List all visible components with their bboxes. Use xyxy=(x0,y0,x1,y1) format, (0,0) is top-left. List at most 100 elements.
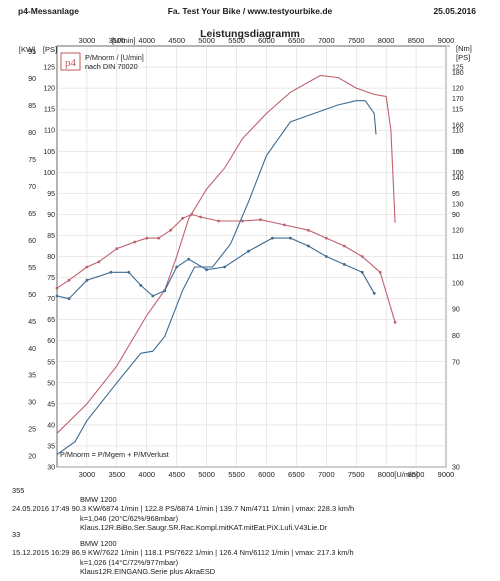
ps-tick-label-right: 125 xyxy=(452,65,464,72)
torque-point-355 xyxy=(307,228,310,232)
x-tick-label-bottom: 7500 xyxy=(348,470,365,479)
torque-point-355 xyxy=(393,320,397,324)
nm-tick-label: 110 xyxy=(452,254,463,261)
kw-tick-label: 45 xyxy=(28,319,36,326)
power-curve-33 xyxy=(56,100,377,455)
ps-tick-label-left: 60 xyxy=(47,338,55,345)
kw-tick-label: 25 xyxy=(28,427,36,434)
torque-curve-355 xyxy=(56,213,396,323)
x-tick-label-top: 3500 xyxy=(109,36,126,45)
run-config: Klaus12R.EINGANG.Serie plus AkraESD xyxy=(80,566,216,576)
torque-point-33 xyxy=(127,270,131,274)
ps-tick-label-left: 85 xyxy=(47,233,55,240)
chart-title: Leistungsdiagramm xyxy=(200,28,300,40)
ps-tick-label-right: 110 xyxy=(452,128,463,135)
torque-point-355 xyxy=(241,219,244,223)
ps-tick-label-left: 95 xyxy=(47,191,55,198)
torque-point-355 xyxy=(324,236,328,240)
run-model-line: 15.12.2015 16:29 86.9 KW/7622 1/min | 11… xyxy=(12,548,354,557)
nm-tick-label: 130 xyxy=(452,201,464,208)
ps-tick-label-left: 105 xyxy=(43,149,55,156)
nm-tick-label: 80 xyxy=(452,333,460,340)
ps-tick-label-left: 50 xyxy=(47,380,55,387)
kw-unit-label: [KW] xyxy=(19,45,35,54)
nm-tick-label: 140 xyxy=(452,175,464,182)
nm-tick-label: 180 xyxy=(452,70,464,77)
kw-tick-label: 95 xyxy=(28,49,36,56)
legend-line: nach DIN 70020 xyxy=(85,62,138,71)
x-tick-label-bottom: 4000 xyxy=(138,470,155,479)
torque-point-355 xyxy=(85,265,89,269)
torque-point-33 xyxy=(163,289,167,293)
torque-point-33 xyxy=(360,270,364,274)
kw-tick-label: 30 xyxy=(28,400,36,407)
run-datetime: 15.12.2015 16:29 xyxy=(12,548,70,558)
header-date: 25.05.2016 xyxy=(433,6,476,16)
ps-tick-label-left: 45 xyxy=(47,401,55,408)
torque-point-355 xyxy=(199,215,203,219)
torque-point-355 xyxy=(217,219,221,223)
nm-tick-label: 100 xyxy=(452,280,464,287)
torque-point-33 xyxy=(223,265,227,269)
x-tick-label-top: 4500 xyxy=(168,36,185,45)
x-tick-label-top: 8500 xyxy=(408,36,425,45)
torque-point-355 xyxy=(378,270,382,274)
torque-point-33 xyxy=(67,297,71,300)
power-torque-chart: 3000 3000 3500 3500 4000 4000 4500 4500 5000 5000… xyxy=(19,28,472,479)
torque-point-355 xyxy=(169,228,173,232)
run-info-33: 33 BMW 1200 15.12.2015 16:29 86.9 KW/762… xyxy=(12,530,354,576)
x-tick-label-top: 4000 xyxy=(138,36,155,45)
kw-tick-label: 85 xyxy=(28,103,36,110)
torque-point-355 xyxy=(67,278,71,282)
nm-tick-label: 70 xyxy=(452,359,460,366)
torque-point-33 xyxy=(109,270,113,274)
ps-tick-label-left: 70 xyxy=(47,296,55,303)
torque-point-33 xyxy=(289,236,292,240)
x-tick-label-top: 5000 xyxy=(198,36,215,45)
kw-tick-label: 60 xyxy=(28,238,36,245)
ps-unit-label: [PS] xyxy=(43,45,57,54)
torque-point-33 xyxy=(307,244,310,248)
x-tick-label-top: 6000 xyxy=(258,36,275,45)
x-unit-label-top: [U/min] xyxy=(112,36,136,45)
x-tick-label-bottom: 8000 xyxy=(378,470,395,479)
torque-point-355 xyxy=(55,286,59,290)
ps-tick-label-left: 40 xyxy=(47,422,55,429)
torque-point-355 xyxy=(97,260,101,264)
nm-tick-label: 150 xyxy=(452,149,464,156)
kw-tick-label: 80 xyxy=(28,130,36,137)
run-model: BMW 1200 xyxy=(80,539,117,549)
torque-point-33 xyxy=(205,268,209,272)
kw-tick-label: 90 xyxy=(28,76,36,83)
x-tick-label-top: 7500 xyxy=(348,36,365,45)
kw-tick-label: 75 xyxy=(28,157,36,164)
torque-point-33 xyxy=(139,284,143,287)
x-tick-label-bottom: 6500 xyxy=(288,470,305,479)
run-stats: 86.9 KW/7622 1/min | 118.1 PS/7622 1/min… xyxy=(71,548,354,558)
torque-point-33 xyxy=(372,291,376,295)
x-tick-label-bottom: 3000 xyxy=(79,470,96,479)
torque-point-355 xyxy=(115,247,119,251)
kw-tick-label: 35 xyxy=(28,373,36,380)
torque-point-355 xyxy=(181,216,185,220)
chart-footnote: P/Mnorm = P/Mgem + P/MVerlust xyxy=(60,450,169,459)
torque-point-33 xyxy=(342,263,346,266)
kw-tick-label: 40 xyxy=(28,346,36,353)
run-stats: 90.3 KW/6874 1/min | 122.8 PS/6874 1/min… xyxy=(71,504,355,514)
x-tick-label-top: 9000 xyxy=(438,36,455,45)
ps-tick-label-right: 90 xyxy=(452,212,460,219)
ps-tick-label-left: 120 xyxy=(43,86,55,93)
run-config: Klaus.12R.BiBo.Ser.Saugr.SR.Rac.Kompl.mi… xyxy=(80,522,328,532)
torque-point-355 xyxy=(360,255,364,258)
run-model: BMW 1200 xyxy=(80,495,117,505)
torque-point-355 xyxy=(133,240,137,244)
nm-unit-label: [Nm] xyxy=(456,44,472,53)
run-k-factor: k=1,026 (14°C/72%/977mbar) xyxy=(80,557,179,567)
torque-curve-33 xyxy=(56,237,375,300)
torque-point-33 xyxy=(85,278,89,282)
legend-logo-box xyxy=(60,52,81,71)
x-tick-label-bottom: 3500 xyxy=(109,470,126,479)
nm-tick-label: 30 xyxy=(452,465,460,472)
kw-tick-label: 50 xyxy=(28,292,36,299)
power-curve-355 xyxy=(56,74,396,434)
